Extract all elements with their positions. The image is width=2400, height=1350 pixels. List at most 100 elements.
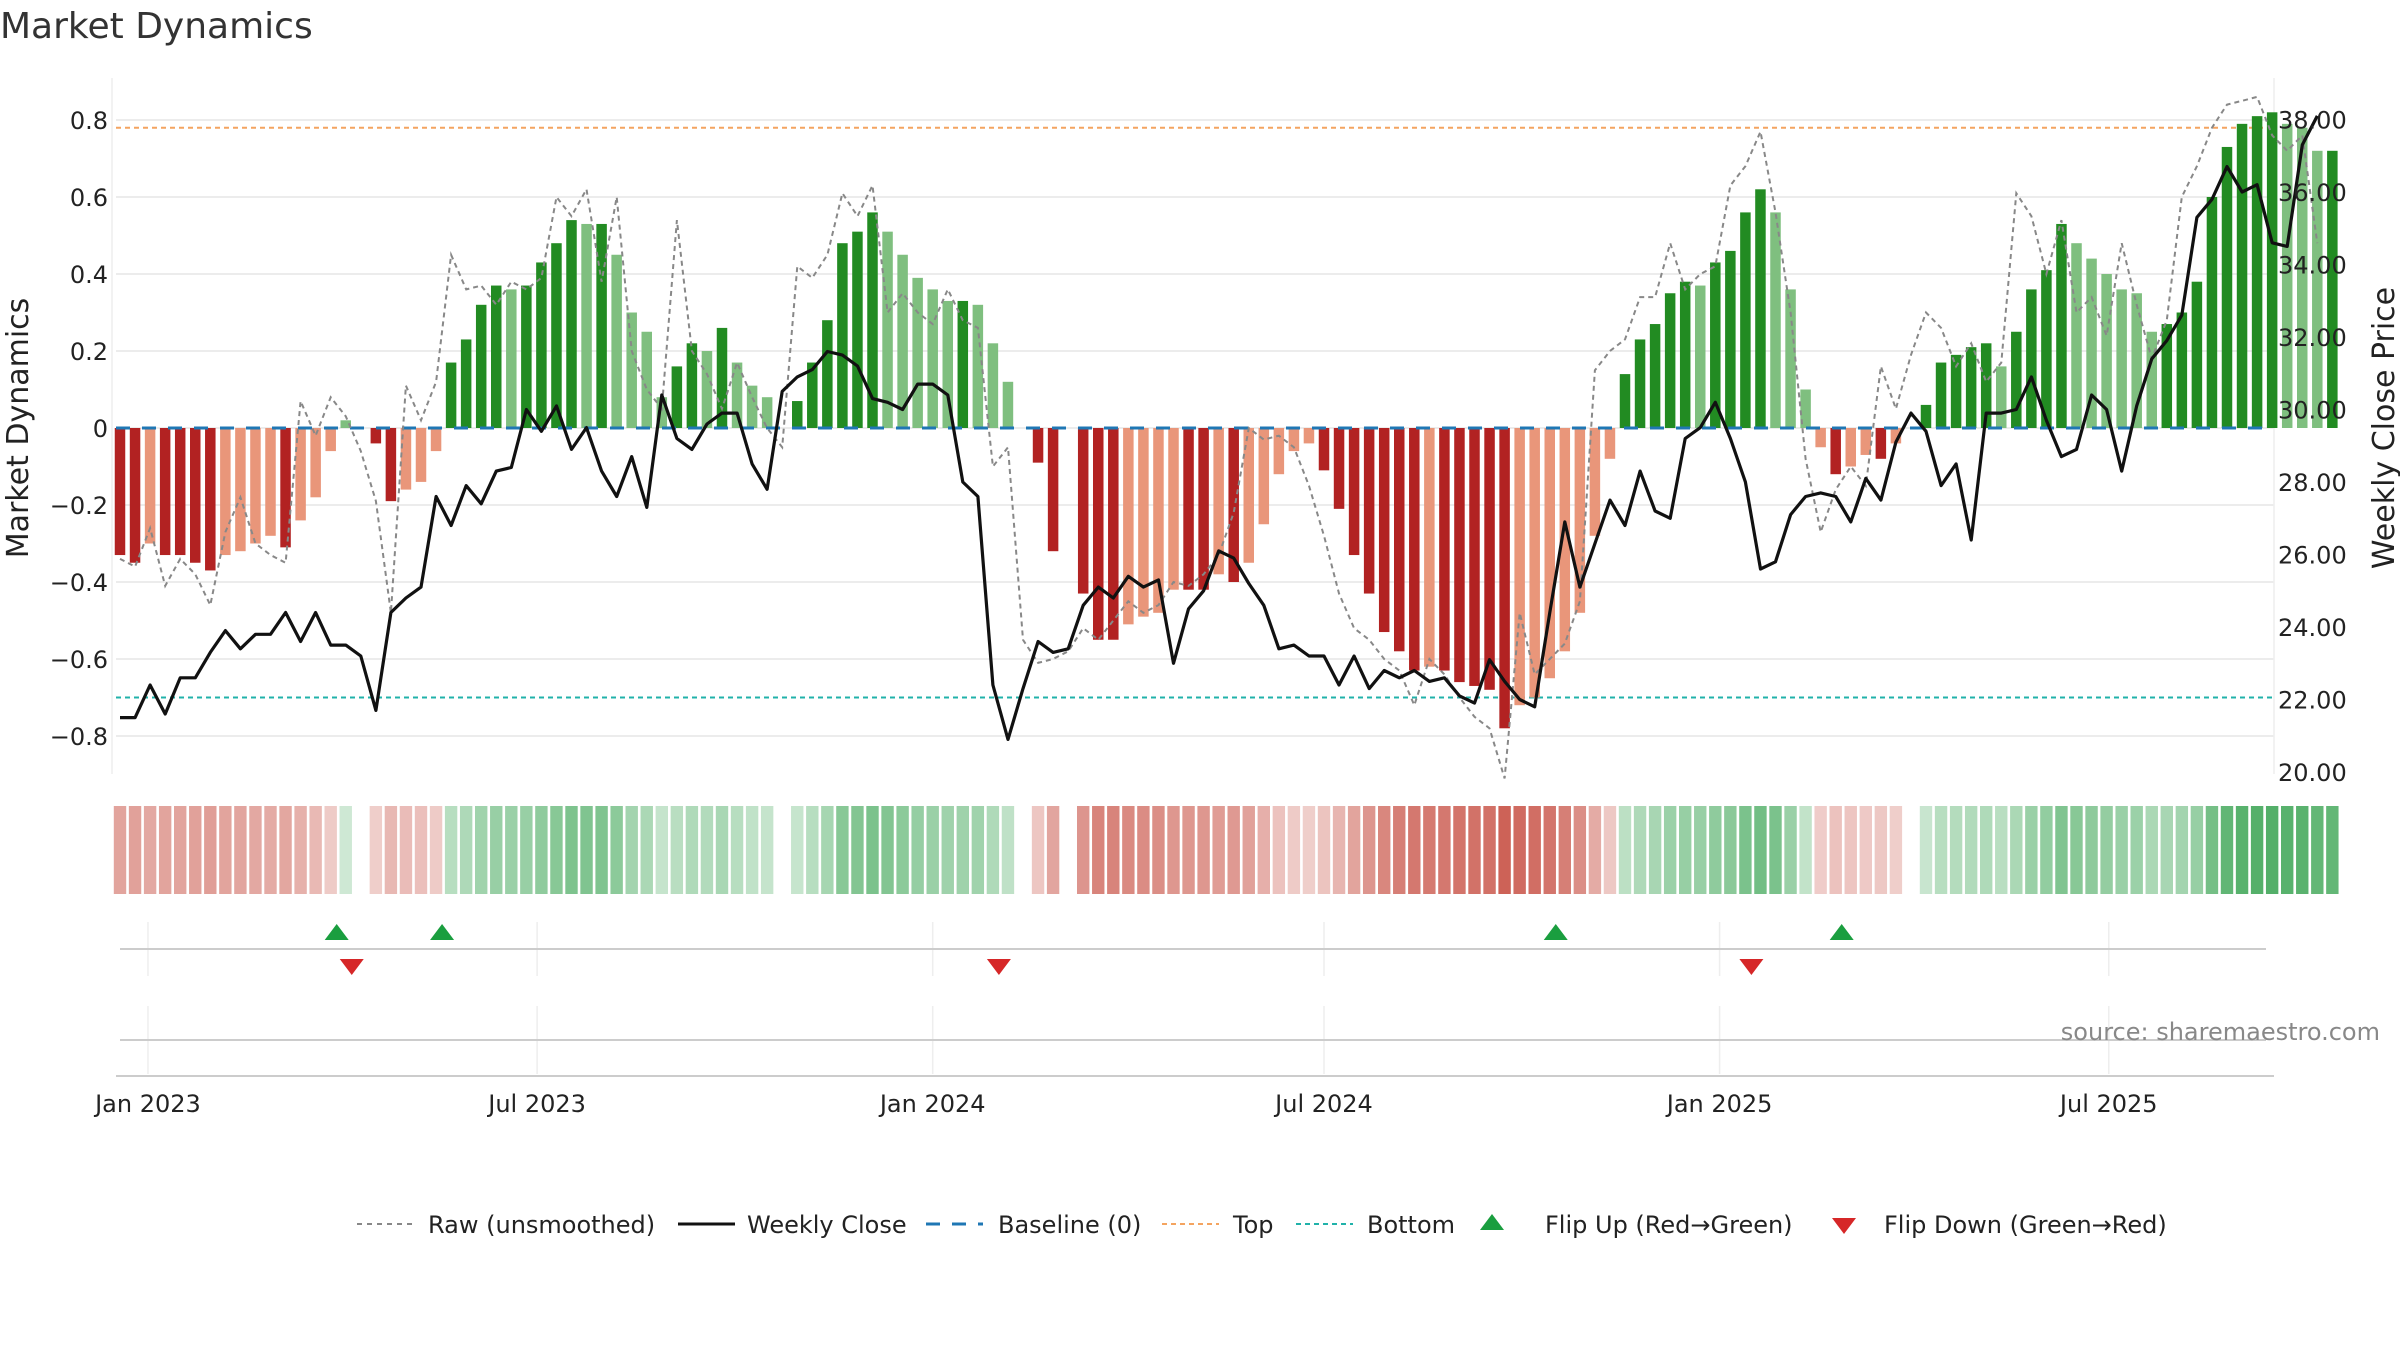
- dynamics-bar: [2281, 123, 2293, 428]
- regime-strip: [324, 806, 337, 894]
- regime-strip: [1769, 806, 1782, 894]
- dynamics-bar: [2086, 258, 2097, 428]
- dynamics-bar: [701, 351, 713, 428]
- dynamics-bar: [1920, 404, 1932, 428]
- regime-strip: [1182, 806, 1195, 894]
- dynamics-bar: [265, 428, 276, 536]
- regime-strip: [475, 806, 488, 894]
- regime-strip: [610, 806, 623, 894]
- regime-strip: [1724, 806, 1737, 894]
- dynamics-bar: [1664, 293, 1676, 428]
- dynamics-bar: [2101, 274, 2112, 428]
- regime-strip: [1092, 806, 1105, 894]
- regime-strip: [1889, 806, 1903, 894]
- regime-strip: [520, 806, 533, 894]
- regime-strip: [760, 806, 774, 894]
- regime-strip: [986, 806, 1000, 894]
- dynamics-bar: [2056, 223, 2067, 428]
- x-tick-label: Jan 2025: [1665, 1090, 1773, 1118]
- dynamics-bar: [2297, 127, 2308, 428]
- regime-strip: [2296, 806, 2309, 894]
- regime-strip: [1272, 806, 1286, 894]
- dynamics-bar: [641, 331, 652, 428]
- dynamics-bar: [1273, 428, 1285, 475]
- regime-strip: [384, 806, 398, 894]
- regime-strip: [2055, 806, 2068, 894]
- dynamics-bar: [1830, 428, 1841, 475]
- regime-strip: [294, 806, 307, 894]
- regime-strip: [1663, 806, 1677, 894]
- dynamics-bar: [2221, 146, 2233, 428]
- regime-strip: [745, 806, 759, 894]
- dynamics-bar: [1589, 428, 1601, 536]
- regime-strip: [1107, 806, 1120, 894]
- dynamics-bar: [927, 289, 938, 428]
- regime-strip: [1483, 806, 1496, 894]
- x-axis-ticks: Jan 2023 Jul 2023 Jan 2024 Jul 2024 Jan 2025…: [93, 1090, 2157, 1118]
- regime-strip: [1679, 806, 1692, 894]
- regime-strip: [791, 806, 804, 894]
- dynamics-bar: [1002, 381, 1014, 428]
- dynamics-bar: [1679, 281, 1691, 428]
- dynamics-bar: [310, 428, 321, 498]
- regime-strip: [189, 806, 202, 894]
- dynamics-bar: [1529, 428, 1540, 698]
- regime-strip: [339, 806, 352, 894]
- regime-strip: [174, 806, 187, 894]
- regime-strip: [1257, 806, 1270, 894]
- regime-strip: [204, 806, 217, 894]
- regime-strip: [1919, 806, 1933, 894]
- dynamics-bar: [491, 285, 502, 428]
- x-tick-label: Jan 2024: [878, 1090, 986, 1118]
- y2-tick-label: 26.00: [2278, 542, 2347, 570]
- dynamics-bar: [1378, 428, 1390, 633]
- dynamics-bar: [250, 428, 261, 544]
- y2-tick-label: 30.00: [2278, 397, 2347, 425]
- dynamics-bar: [2206, 197, 2218, 428]
- regime-strip: [926, 806, 939, 894]
- regime-strip: [2265, 806, 2279, 894]
- regime-strip: [715, 806, 729, 894]
- y-tick-label: −0.8: [50, 723, 108, 751]
- dynamics-bar: [822, 320, 833, 428]
- dynamics-bar: [1243, 428, 1254, 563]
- dynamics-bar: [2236, 123, 2248, 428]
- regime-strip: [1302, 806, 1316, 894]
- dynamics-bar: [325, 428, 336, 452]
- legend-top-label: Top: [1232, 1211, 1274, 1239]
- dynamics-bar: [536, 262, 547, 428]
- regime-strip: [1423, 806, 1436, 894]
- flip-down-marker: [986, 959, 1011, 975]
- regime-strip: [1618, 806, 1632, 894]
- bottom-panel: [116, 1006, 2274, 1077]
- regime-strip: [941, 806, 954, 894]
- dynamics-bar: [671, 366, 683, 428]
- dynamics-bar: [1514, 428, 1525, 706]
- dynamics-bar: [2011, 331, 2022, 428]
- regime-strip: [1378, 806, 1391, 894]
- dynamics-bar: [1725, 250, 1736, 428]
- y2-tick-label: 22.00: [2278, 687, 2347, 715]
- dynamics-bar: [942, 300, 953, 428]
- regime-strip: [2205, 806, 2219, 894]
- dynamics-bar: [2312, 150, 2323, 429]
- raw-series-line: [119, 95, 2319, 779]
- dynamics-bar: [1258, 428, 1270, 525]
- regime-strip: [1031, 806, 1045, 894]
- regime-strip: [1393, 806, 1406, 894]
- dynamics-bar: [174, 428, 186, 556]
- dynamics-bar: [1980, 343, 1992, 428]
- dynamics-bar: [716, 327, 728, 428]
- dynamics-bar: [1785, 289, 1796, 428]
- dynamics-bar: [2116, 289, 2127, 428]
- regime-strip: [1197, 806, 1210, 894]
- dynamics-bar: [1965, 347, 1977, 428]
- regime-strip: [2250, 806, 2264, 894]
- regime-strip: [1874, 806, 1888, 894]
- dynamics-bar: [1815, 428, 1826, 448]
- flip-down-marker: [339, 959, 364, 975]
- dynamics-bar: [1574, 428, 1586, 613]
- dynamics-bar: [1950, 354, 1962, 428]
- dynamics-bar: [445, 362, 457, 428]
- regime-strip: [399, 806, 413, 894]
